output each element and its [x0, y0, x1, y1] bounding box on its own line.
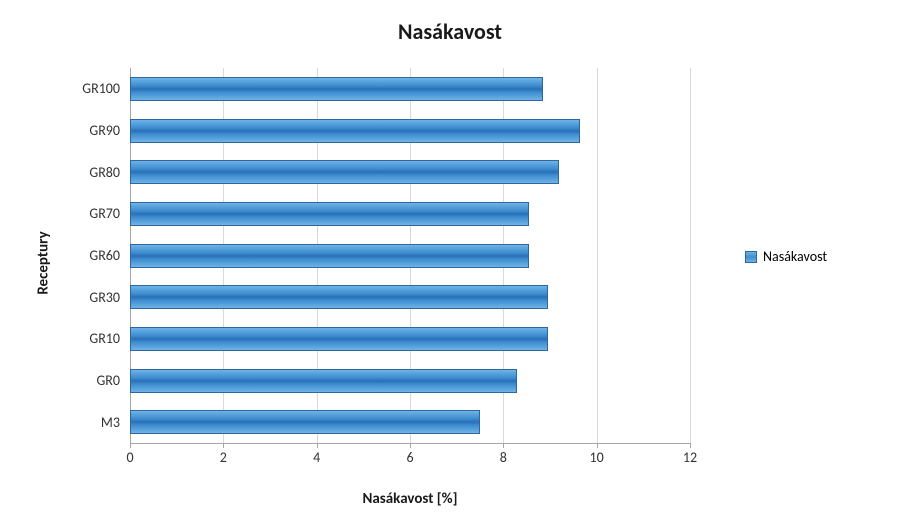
x-tick-label: 0 — [110, 449, 150, 466]
bar — [130, 369, 517, 393]
bar — [130, 327, 548, 351]
x-tick-label: 8 — [483, 449, 523, 466]
category-label: GR30 — [89, 282, 130, 312]
bar — [130, 285, 548, 309]
bar-row: GR100 — [130, 74, 690, 104]
category-label: GR70 — [89, 199, 130, 229]
category-label: GR10 — [89, 324, 130, 354]
x-tick-label: 12 — [670, 449, 710, 466]
gridline — [690, 68, 691, 443]
bar-row: GR80 — [130, 157, 690, 187]
bar — [130, 202, 529, 226]
legend: Nasákavost — [745, 248, 827, 265]
category-label: GR0 — [96, 366, 130, 396]
y-axis-title: Receptury — [35, 231, 53, 294]
category-label: GR100 — [82, 74, 130, 104]
bar-row: GR70 — [130, 199, 690, 229]
bar-row: GR10 — [130, 324, 690, 354]
x-tick-label: 10 — [577, 449, 617, 466]
category-label: M3 — [101, 407, 130, 437]
bar — [130, 119, 580, 143]
bar-row: M3 — [130, 407, 690, 437]
bar — [130, 410, 480, 434]
bar — [130, 160, 559, 184]
plot-area: 024681012GR100GR90GR80GR70GR60GR30GR10GR… — [130, 68, 690, 443]
bar — [130, 77, 543, 101]
chart-title: Nasákavost — [0, 18, 900, 45]
category-label: GR90 — [89, 116, 130, 146]
bar-row: GR30 — [130, 282, 690, 312]
chart-container: Nasákavost Receptury Nasákavost [%] 0 2 4 6… — [0, 0, 900, 525]
category-label: GR60 — [89, 241, 130, 271]
bar-row: GR0 — [130, 366, 690, 396]
legend-series-label: Nasákavost — [763, 248, 827, 265]
legend-swatch-icon — [745, 251, 757, 263]
x-axis-line — [130, 443, 690, 444]
category-label: GR80 — [89, 157, 130, 187]
bar-row: GR90 — [130, 116, 690, 146]
x-tick-label: 4 — [297, 449, 337, 466]
x-tick-label: 2 — [203, 449, 243, 466]
x-tick-label: 6 — [390, 449, 430, 466]
tick-mark — [690, 443, 691, 448]
x-axis-title: Nasákavost [%] — [130, 490, 690, 508]
bar — [130, 244, 529, 268]
bar-row: GR60 — [130, 241, 690, 271]
